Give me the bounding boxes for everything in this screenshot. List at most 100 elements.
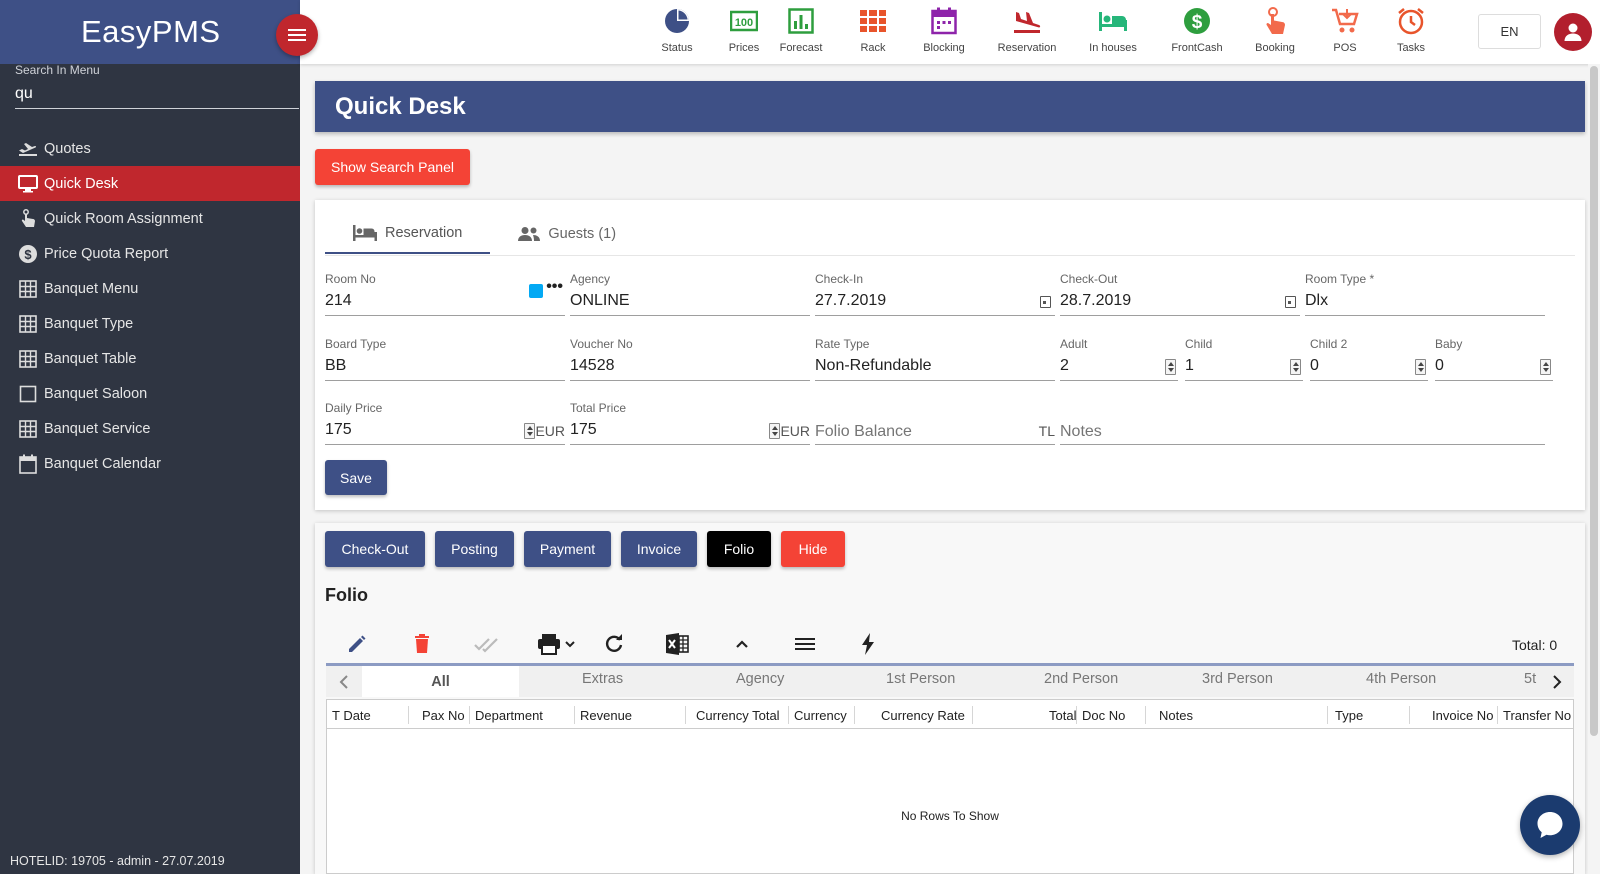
board-type-field[interactable]: Board Type BB [325, 337, 565, 381]
subtab-5th-person[interactable]: 5t [1524, 671, 1537, 687]
topbar-tasks-button[interactable]: Tasks [1376, 6, 1446, 54]
topbar-in-houses-button[interactable]: In houses [1078, 6, 1148, 54]
sidebar-item-label: Banquet Service [44, 420, 151, 437]
topbar-frontcash-button[interactable]: $ FrontCash [1162, 6, 1232, 54]
tab-guests[interactable]: Guests (1) [490, 214, 644, 254]
topbar-blocking-button[interactable]: Blocking [909, 6, 979, 54]
column-header[interactable]: Type [1335, 708, 1364, 723]
sidebar-item-banquet-service[interactable]: Banquet Service [0, 411, 300, 446]
rate-type-field[interactable]: Rate Type Non-Refundable [815, 337, 1055, 381]
language-selector[interactable]: EN [1478, 14, 1541, 49]
topbar-prices-button[interactable]: 100 Prices [709, 6, 779, 54]
column-header[interactable]: Currency Rate [881, 708, 965, 723]
sidebar-item-banquet-type[interactable]: Banquet Type [0, 306, 300, 341]
collapse-up-icon[interactable] [730, 632, 754, 656]
number-stepper[interactable] [524, 423, 535, 439]
topbar-rack-button[interactable]: Rack [838, 6, 908, 54]
column-header[interactable]: Department [475, 708, 543, 723]
column-header[interactable]: Doc No [1082, 708, 1126, 723]
field-placeholder: Folio Balance [815, 423, 912, 440]
calendar-icon[interactable] [1285, 296, 1296, 308]
column-header[interactable]: Pax No [422, 708, 465, 723]
daily-price-field[interactable]: Daily Price 175 EUR [325, 401, 565, 445]
print-menu-icon[interactable] [538, 632, 578, 656]
lightning-icon[interactable] [856, 632, 880, 656]
topbar-status-button[interactable]: Status [642, 6, 712, 54]
folio-balance-field[interactable]: Folio Balance TL [815, 401, 1055, 445]
voucher-no-field[interactable]: Voucher No 14528 [570, 337, 810, 381]
adult-field[interactable]: Adult 2 [1060, 337, 1178, 381]
save-button[interactable]: Save [325, 460, 387, 495]
subtab-1st-person[interactable]: 1st Person [886, 671, 956, 687]
column-header[interactable]: Total [1049, 708, 1077, 723]
room-type-field[interactable]: Room Type * Dlx [1305, 272, 1545, 316]
sidebar-item-quick-desk[interactable]: Quick Desk [0, 166, 300, 201]
check-in-field[interactable]: Check-In 27.7.2019 [815, 272, 1055, 316]
refresh-icon[interactable] [602, 632, 626, 656]
topbar-label: Status [661, 42, 693, 54]
show-search-panel-button[interactable]: Show Search Panel [315, 149, 470, 185]
number-stepper[interactable] [1165, 359, 1176, 375]
column-header[interactable]: Notes [1159, 708, 1193, 723]
invoice-button[interactable]: Invoice [621, 531, 697, 567]
number-stepper[interactable] [1540, 359, 1551, 375]
delete-icon[interactable] [410, 632, 434, 656]
topbar-forecast-button[interactable]: Forecast [766, 6, 836, 54]
hide-button[interactable]: Hide [781, 531, 845, 567]
topbar-label: Forecast [779, 42, 823, 54]
child-field[interactable]: Child 1 [1185, 337, 1303, 381]
subtab-3rd-person[interactable]: 3rd Person [1202, 671, 1273, 687]
column-header[interactable]: T Date [332, 708, 371, 723]
sidebar-item-price-quota-report[interactable]: $ Price Quota Report [0, 236, 300, 271]
check-out-field[interactable]: Check-Out 28.7.2019 [1060, 272, 1300, 316]
sidebar-item-banquet-table[interactable]: Banquet Table [0, 341, 300, 376]
posting-button[interactable]: Posting [435, 531, 514, 567]
sidebar-item-quick-room-assignment[interactable]: Quick Room Assignment [0, 201, 300, 236]
sidebar-item-banquet-saloon[interactable]: Banquet Saloon [0, 376, 300, 411]
menu-search-input[interactable]: qu [15, 80, 299, 109]
calendar-icon[interactable] [1040, 296, 1051, 308]
subtab-all[interactable]: All [362, 666, 519, 697]
approve-check-icon[interactable] [474, 632, 498, 656]
topbar-label: Blocking [923, 42, 965, 54]
column-header[interactable]: Currency [794, 708, 847, 723]
excel-export-icon[interactable] [665, 632, 689, 656]
room-no-field[interactable]: Room No 214 ••• [325, 272, 565, 316]
number-stepper[interactable] [1290, 359, 1301, 375]
more-options-icon[interactable]: ••• [546, 278, 563, 295]
menu-lines-icon[interactable] [793, 632, 817, 656]
column-header[interactable]: Transfer No [1503, 708, 1572, 723]
subtab-4th-person[interactable]: 4th Person [1366, 671, 1437, 687]
notes-field[interactable]: Notes [1060, 401, 1545, 445]
baby-field[interactable]: Baby 0 [1435, 337, 1553, 381]
check-out-button[interactable]: Check-Out [325, 531, 425, 567]
chat-widget-button[interactable] [1520, 795, 1580, 855]
column-header[interactable]: Invoice No [1432, 708, 1494, 723]
total-price-field[interactable]: Total Price 175 EUR [570, 401, 810, 445]
scrollbar-thumb[interactable] [1590, 66, 1598, 736]
agency-field[interactable]: Agency ONLINE [570, 272, 810, 316]
folio-button[interactable]: Folio [707, 531, 771, 567]
edit-icon[interactable] [345, 632, 369, 656]
chevron-left-icon[interactable] [326, 666, 362, 697]
sidebar-item-banquet-calendar[interactable]: Banquet Calendar [0, 446, 300, 481]
sidebar-item-quotes[interactable]: Quotes [0, 131, 300, 166]
subtab-extras[interactable]: Extras [582, 671, 624, 687]
topbar-reservation-button[interactable]: Reservation [992, 6, 1062, 54]
chevron-right-icon[interactable] [1540, 666, 1574, 697]
subtab-agency[interactable]: Agency [736, 671, 785, 687]
hamburger-menu-button[interactable] [276, 14, 318, 56]
number-stepper[interactable] [1415, 359, 1426, 375]
payment-button[interactable]: Payment [524, 531, 611, 567]
tab-reservation[interactable]: Reservation [325, 214, 491, 254]
number-stepper[interactable] [769, 423, 780, 439]
sidebar-item-banquet-menu[interactable]: Banquet Menu [0, 271, 300, 306]
column-separator [788, 706, 789, 724]
topbar-booking-button[interactable]: Booking [1240, 6, 1310, 54]
subtab-2nd-person[interactable]: 2nd Person [1044, 671, 1119, 687]
column-header[interactable]: Currency Total [696, 708, 780, 723]
child2-field[interactable]: Child 2 0 [1310, 337, 1428, 381]
column-header[interactable]: Revenue [580, 708, 633, 723]
user-avatar-button[interactable] [1554, 13, 1592, 51]
topbar-pos-button[interactable]: POS [1310, 6, 1380, 54]
